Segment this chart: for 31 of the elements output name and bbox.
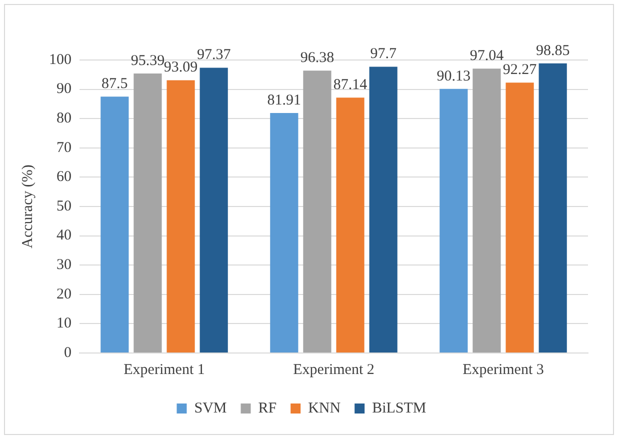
data-label: 98.85	[536, 42, 570, 59]
data-label: 87.5	[102, 76, 128, 92]
data-label: 95.39	[130, 52, 165, 69]
legend-label: RF	[258, 400, 277, 416]
data-label: 87.14	[333, 77, 368, 94]
x-tick-label: Experiment 3	[462, 362, 544, 378]
data-label: 93.09	[164, 60, 198, 76]
y-tick-label: 40	[56, 228, 72, 244]
y-tick-label: 30	[56, 257, 72, 274]
y-tick-label: 90	[56, 81, 72, 98]
data-label: 97.37	[196, 47, 232, 64]
y-tick-label: 50	[56, 198, 72, 214]
y-tick-label: 20	[56, 286, 72, 302]
data-label: 81.91	[267, 92, 302, 108]
y-tick-label: 100	[49, 52, 72, 68]
data-label: 97.7	[370, 46, 397, 62]
data-label: 90.13	[436, 68, 471, 84]
y-tick-label: 80	[56, 110, 72, 127]
x-tick-label: Experiment 1	[124, 362, 205, 378]
data-label: 92.27	[502, 62, 538, 78]
y-tick-label: 70	[56, 140, 72, 156]
legend-label: SVM	[194, 400, 227, 416]
legend-label: BiLSTM	[372, 400, 426, 416]
y-tick-label: 10	[56, 316, 72, 332]
data-label: 97.04	[470, 48, 504, 64]
y-tick-label: 0	[64, 344, 72, 361]
legend-label: KNN	[308, 400, 341, 416]
y-tick-label: 60	[56, 169, 72, 186]
x-tick-label: Experiment 2	[293, 362, 374, 378]
y-axis-title: Accuracy (%)	[20, 164, 36, 248]
data-label: 96.38	[300, 50, 334, 66]
